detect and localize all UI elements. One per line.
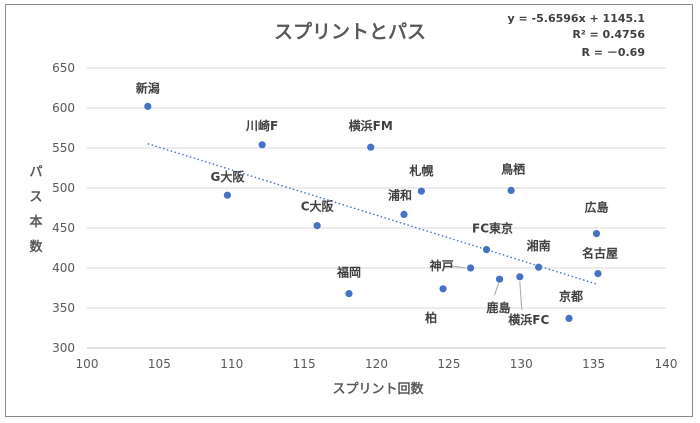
point-label-18: 名古屋: [582, 246, 618, 261]
y-tick-400: 400: [52, 261, 75, 275]
y-tick-650: 650: [52, 61, 75, 75]
leader-line-12: [494, 283, 500, 296]
point-label-3: 川崎F: [245, 118, 278, 133]
trend-r-squared: R² = 0.4756: [572, 28, 645, 41]
point-label-15: 湘南: [527, 238, 551, 253]
point-label-16: 京都: [559, 288, 583, 303]
y-tick-500: 500: [52, 181, 75, 195]
trendline-group: [147, 143, 599, 286]
point-label-10: 神戸: [430, 258, 454, 273]
x-tick-115: 115: [293, 357, 316, 371]
point-11: [482, 246, 491, 254]
point-4: [313, 222, 321, 230]
y-tick-labels: 300 350 400 450 500 550 600 650: [52, 61, 75, 355]
point-label-1: 新潟: [136, 80, 160, 95]
y-axis-label-char-4: 数: [29, 239, 43, 255]
x-tick-120: 120: [365, 357, 388, 371]
y-axis-label-char-2: ス: [29, 190, 42, 205]
trend-r: R = －0.69: [582, 46, 646, 59]
leader-lines: [451, 265, 523, 310]
point-3: [258, 141, 266, 149]
point-1: [144, 102, 152, 110]
point-13: [507, 186, 515, 194]
point-2: [223, 191, 232, 199]
x-tick-100: 100: [76, 357, 99, 371]
trend-equation: y = -5.6596x + 1145.1: [508, 12, 645, 25]
data-points: [144, 102, 602, 322]
x-tick-140: 140: [655, 357, 678, 371]
y-tick-450: 450: [52, 221, 75, 235]
point-label-13: 鳥栖: [501, 161, 525, 176]
y-axis-label-char-3: 本: [29, 214, 42, 230]
point-label-6: 横浜FM: [349, 118, 393, 133]
y-tick-600: 600: [52, 101, 75, 115]
y-tick-550: 550: [52, 141, 75, 155]
point-5: [345, 290, 353, 298]
trendline: [147, 143, 599, 286]
point-6: [367, 143, 375, 151]
point-label-17: 広島: [585, 200, 609, 215]
point-label-14: 横浜FC: [508, 312, 549, 327]
point-label-7: 浦和: [388, 187, 412, 202]
leader-line-10: [451, 265, 466, 269]
point-label-5: 福岡: [336, 265, 361, 280]
x-tick-110: 110: [220, 357, 243, 371]
x-tick-labels: 100 105 110 115 120 125 130 135 140: [76, 357, 678, 371]
x-tick-125: 125: [437, 357, 460, 371]
trend-stats: y = -5.6596x + 1145.1 R² = 0.4756 R = －0…: [508, 12, 646, 59]
point-label-8: 札幌: [408, 163, 433, 178]
point-16: [565, 314, 573, 322]
point-8: [417, 187, 425, 195]
point-7: [400, 210, 408, 218]
x-tick-105: 105: [148, 357, 171, 371]
x-tick-130: 130: [510, 357, 533, 371]
leader-line-14: [519, 281, 523, 310]
point-12: [495, 275, 504, 283]
chart-title: スプリントとパス: [274, 20, 426, 43]
x-tick-135: 135: [582, 357, 605, 371]
point-label-11: FC東京: [472, 221, 513, 236]
point-14: [516, 273, 524, 281]
point-label-12: 鹿島: [487, 300, 511, 315]
point-label-9: 柏: [425, 310, 437, 325]
point-label-2: G大阪: [210, 169, 245, 184]
point-10: [466, 264, 475, 272]
point-18: [594, 270, 602, 278]
point-17: [592, 230, 601, 238]
y-tick-350: 350: [52, 301, 75, 315]
point-9: [439, 285, 447, 293]
y-axis-label-char-1: パ: [29, 165, 42, 180]
point-label-4: C大阪: [301, 199, 335, 214]
y-tick-300: 300: [52, 341, 75, 355]
x-axis-label: スプリント回数: [332, 381, 424, 397]
point-15: [535, 263, 543, 271]
gridlines: [87, 67, 666, 349]
